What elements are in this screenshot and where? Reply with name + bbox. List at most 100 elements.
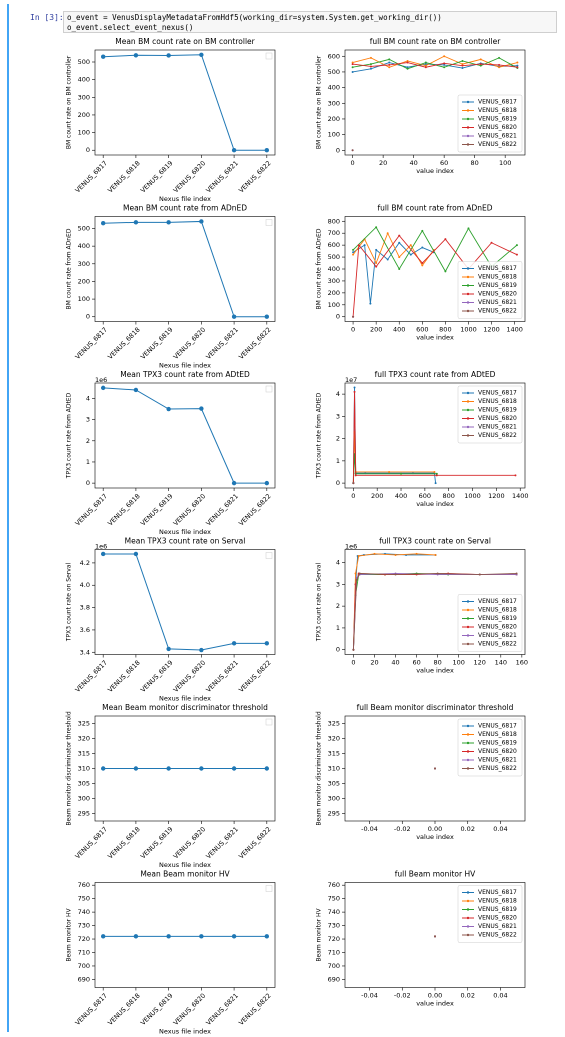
x-tick-label: 1000 — [460, 326, 477, 334]
y-tick-label: 4.0 — [80, 581, 90, 589]
plot-area — [94, 549, 276, 655]
series-line — [352, 232, 435, 267]
x-tick-label: 40 — [391, 659, 399, 667]
y-axis-label: TPX3 count rate from ADtED — [66, 392, 73, 479]
x-tick-label: 0.04 — [493, 825, 507, 833]
data-point — [133, 387, 139, 393]
x-tick-label: VENUS_6818 — [106, 326, 141, 361]
data-point — [133, 766, 139, 771]
y-axis-label: Beam monitor discriminator threshold — [66, 711, 73, 825]
y-tick-label: 3.8 — [80, 604, 90, 612]
data-point — [434, 482, 437, 485]
legend-box — [457, 718, 523, 777]
legend-marker — [466, 134, 470, 138]
data-point — [199, 647, 204, 653]
data-point — [231, 314, 237, 319]
chart-title: full Beam monitor discriminator threshol… — [357, 703, 514, 712]
legend-label: VENUS_6819 — [478, 615, 517, 622]
series-line — [352, 62, 518, 68]
y-tick-label: 500 — [78, 58, 90, 66]
data-point — [199, 934, 204, 939]
y-tick-label: 200 — [328, 289, 340, 297]
data-point — [199, 406, 204, 411]
x-axis-label: value index — [416, 167, 454, 175]
legend-marker — [466, 100, 470, 104]
data-point — [461, 64, 464, 67]
x-tick-label: 20 — [370, 659, 378, 667]
y-tick-label: 0 — [336, 313, 340, 321]
legend-marker — [466, 625, 470, 629]
data-point — [434, 553, 437, 556]
legend-label: VENUS_6819 — [478, 116, 517, 123]
plot-area — [344, 382, 526, 489]
x-tick-label: VENUS_6819 — [139, 326, 174, 361]
data-point — [443, 62, 446, 65]
x-tick-label: VENUS_6819 — [139, 825, 174, 860]
data-point — [231, 148, 237, 153]
data-point — [354, 572, 357, 575]
legend-marker — [466, 143, 470, 146]
data-point — [433, 470, 436, 473]
chart-title: full TPX3 count rate on Serval — [379, 537, 491, 546]
data-point — [369, 302, 372, 305]
data-point — [369, 63, 372, 66]
x-tick-label: VENUS_6817 — [74, 492, 109, 527]
data-point — [351, 61, 354, 64]
x-tick-label: VENUS_6818 — [106, 492, 141, 527]
legend-box — [265, 219, 273, 226]
legend-label: VENUS_6818 — [478, 731, 517, 738]
y-tick-label: 0 — [336, 646, 340, 654]
code-input[interactable]: o_event = VenusDisplayMetadataFromHdf5(w… — [63, 11, 557, 33]
y-tick-label: 1 — [336, 457, 340, 465]
x-tick-label: VENUS_6818 — [106, 159, 141, 194]
data-point — [373, 552, 376, 555]
data-point — [415, 552, 418, 555]
data-point — [166, 220, 171, 225]
y-tick-label: 4 — [86, 394, 90, 402]
plot-area — [94, 382, 276, 489]
x-tick-label: 0.00 — [428, 992, 442, 1000]
data-point — [478, 573, 481, 576]
x-tick-label: 1200 — [488, 492, 505, 500]
data-point — [424, 63, 427, 66]
data-point — [351, 149, 354, 152]
x-axis-label: Nexus file index — [159, 362, 211, 370]
x-tick-label: 20 — [379, 159, 387, 167]
data-point — [166, 53, 171, 58]
legend-label: VENUS_6822 — [478, 932, 517, 939]
data-point — [369, 67, 372, 70]
legend-label: VENUS_6820 — [478, 124, 517, 131]
x-tick-label: 80 — [433, 659, 441, 667]
legend-marker — [466, 301, 470, 304]
data-point — [394, 553, 397, 556]
data-point — [479, 63, 482, 66]
x-tick-label: VENUS_6820 — [172, 825, 207, 860]
data-point — [479, 58, 482, 61]
series-line — [352, 55, 518, 68]
x-tick-label: VENUS_6817 — [74, 992, 109, 1027]
legend-label: VENUS_6817 — [478, 889, 517, 896]
data-point — [231, 480, 237, 486]
y-tick-label: 100 — [328, 301, 340, 309]
data-point — [352, 248, 355, 251]
x-axis-label: value index — [416, 667, 454, 675]
data-point — [388, 63, 391, 66]
legend-label: VENUS_6818 — [478, 274, 517, 281]
data-point — [199, 219, 204, 224]
legend-marker — [466, 400, 470, 403]
y-tick-label: 310 — [328, 765, 340, 773]
x-tick-label: 800 — [439, 326, 451, 334]
data-point — [351, 70, 354, 73]
legend-marker — [466, 425, 470, 429]
x-tick-label: VENUS_6822 — [237, 159, 272, 194]
plot-area — [94, 49, 276, 156]
series-line — [352, 62, 518, 73]
data-point — [166, 766, 171, 771]
legend-marker — [466, 600, 470, 603]
x-tick-label: 0 — [351, 326, 355, 334]
data-point — [490, 241, 493, 244]
chart-title: Mean BM count rate from ADnED — [123, 204, 247, 213]
y-tick-label: 300 — [328, 277, 340, 285]
y-tick-label: 720 — [78, 935, 90, 943]
data-point — [133, 220, 139, 225]
